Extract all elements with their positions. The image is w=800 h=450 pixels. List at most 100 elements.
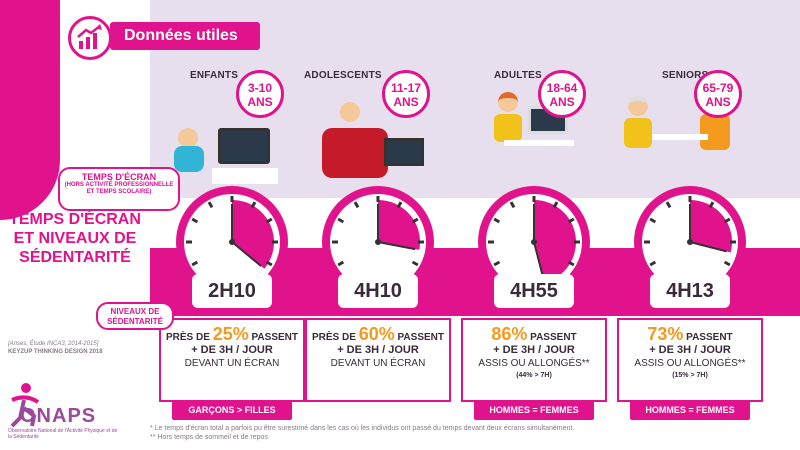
clock-tick [353,201,360,209]
stat-suffix: PASSENT [248,332,298,343]
screen-illustration [384,138,424,166]
footnote-1: * Le temps d'écran total a parfois pu êt… [150,425,575,432]
age-bubble: 18-64 ANS [538,70,586,118]
adult-illustration [498,92,518,112]
clock-tick [509,201,516,209]
age-range: 18-64 [546,81,578,95]
sofa-illustration [322,128,388,178]
clock-tick [265,217,273,224]
footnote-2: ** Hors temps de sommeil et de repos [150,434,268,441]
adult-body [494,114,522,142]
header-title: Données utiles [110,22,260,50]
clock-tick [191,217,199,224]
onaps-figure-icon [4,380,44,430]
clock-tick [649,260,657,267]
age-bubble: 11-17 ANS [382,70,430,118]
stat-activity: ASSIS OU ALLONGÉS** [634,358,746,369]
age-bubble: 3-10 ANS [236,70,284,118]
stat-note: (15% > 7H) [672,372,708,379]
child-body [174,146,204,172]
chart-growth-icon [68,16,112,60]
age-range: 3-10 [247,81,273,95]
stat-percent: 60% [358,324,395,344]
clock-tick [396,201,403,209]
clock-hand [231,241,262,267]
onaps-logo: ONAPS [20,405,97,427]
stat-activity: DEVANT UN ÉCRAN [330,358,426,369]
stat-percent: 73% [647,324,684,344]
senior-man-illustration [628,96,648,116]
clock-tick [552,201,559,209]
clock-tick [708,201,715,209]
age-unit: ANS [247,95,273,109]
clock-wedge [378,200,420,250]
table-illustration [652,134,708,140]
age-range: 65-79 [702,81,734,95]
design-credit: KEYZUP THINKING DESIGN 2018 [8,349,103,355]
age-unit: ANS [705,95,731,109]
stat-threshold: + DE 3H / JOUR [649,344,731,356]
screen-duration: 2H10 [192,274,272,308]
stat-box: PRÈS DE 60% PASSENT + DE 3H / JOUR DEVAN… [305,318,451,402]
left-pink-shape [0,0,60,220]
senior-woman-body [700,114,730,150]
stat-suffix: PASSENT [683,332,733,343]
group-label: ENFANTS [190,70,239,81]
age-bubble: 65-79 ANS [694,70,742,118]
clock-center [687,239,693,245]
clock-tick [265,260,273,267]
age-range: 11-17 [390,81,422,95]
footnotes: * Le temps d'écran total a parfois pu êt… [150,424,574,442]
clock-tick [649,217,657,224]
stat-percent: 86% [491,324,528,344]
clock-hand [377,241,416,251]
stat-activity: ASSIS OU ALLONGÉS** [478,358,590,369]
screen-duration: 4H13 [650,274,730,308]
desk-illustration [504,140,574,146]
clock-wedge [534,200,576,283]
stat-threshold: + DE 3H / JOUR [337,344,419,356]
group-label: ADULTES [494,70,542,81]
stat-suffix: PASSENT [394,332,444,343]
source-line: [Anses, Étude INCA3, 2014-2015] [8,341,99,347]
screen-duration: 4H10 [338,274,418,308]
stat-box: 86% PASSENT + DE 3H / JOUR ASSIS OU ALLO… [461,318,607,402]
source-note: [Anses, Étude INCA3, 2014-2015] KEYZUP T… [8,340,103,356]
group-label: ADOLESCENTS [304,70,382,81]
clock-hand [689,241,727,253]
clock-tick [250,201,257,209]
clock-tick [191,260,199,267]
clock-tick [411,260,419,267]
stat-threshold: + DE 3H / JOUR [493,344,575,356]
child-illustration [178,128,198,148]
stat-headline: 73% PASSENT [619,325,761,344]
stat-box: 73% PASSENT + DE 3H / JOUR ASSIS OU ALLO… [617,318,763,402]
stat-prefix: PRÈS DE [312,332,359,343]
gender-comparison: HOMMES = FEMMES [630,400,750,420]
screen-time-sublabel: (HORS ACTIVITÉ PROFESSIONNELLE ET TEMPS … [64,182,174,195]
stat-suffix: PASSENT [527,332,577,343]
clock-tick [723,217,731,224]
age-unit: ANS [393,95,419,109]
stat-note: (44% > 7H) [516,372,552,379]
clock-center [531,239,537,245]
screen-duration: 4H55 [494,274,574,308]
group-label: SENIORS [662,70,709,81]
clock-center [375,239,381,245]
clock-tick [207,201,214,209]
clock-center [229,239,235,245]
stat-prefix: PRÈS DE [166,332,213,343]
teen-illustration [340,102,360,122]
age-unit: ANS [549,95,575,109]
clock-tick [567,260,575,267]
tv-stand [212,168,278,184]
clock-tick [411,217,419,224]
stat-headline: PRÈS DE 60% PASSENT [307,325,449,344]
stat-headline: 86% PASSENT [463,325,605,344]
clock-tick [723,260,731,267]
clock-tick [337,217,345,224]
clock-tick [337,260,345,267]
screen-time-label: TEMPS D'ÉCRAN [81,172,157,182]
clock-wedge [690,200,732,253]
screen-time-callout: TEMPS D'ÉCRAN (HORS ACTIVITÉ PROFESSIONN… [58,167,180,211]
